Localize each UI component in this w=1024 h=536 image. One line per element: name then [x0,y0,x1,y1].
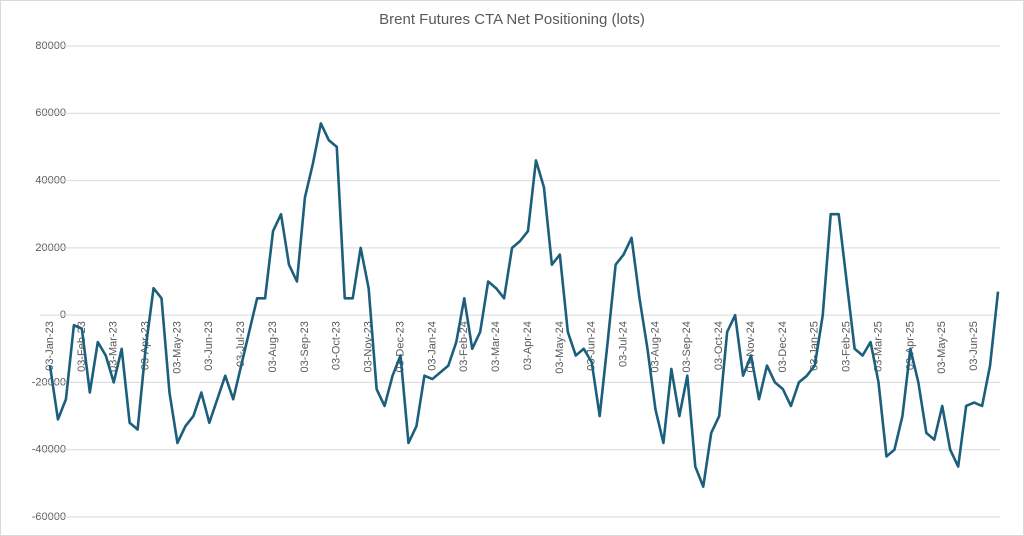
chart-title: Brent Futures CTA Net Positioning (lots) [379,11,645,28]
x-tick-label: 03-Feb-25 [841,321,853,372]
x-tick-label: 03-Jun-25 [968,321,980,371]
x-tick-label: 03-Oct-24 [713,321,725,370]
data-line [48,122,1000,489]
x-tick-label: 03-Dec-24 [777,321,789,372]
x-tick-label: 03-Jan-25 [809,321,821,371]
x-tick-label: 03-Dec-23 [394,321,406,372]
x-tick-label: 03-Jun-23 [203,321,215,371]
x-tick-label: 03-Jan-24 [426,321,438,371]
x-tick-label: 03-Nov-24 [745,321,757,372]
x-tick-label: 03-May-23 [171,321,183,374]
x-tick-label: 03-Sep-24 [681,321,693,372]
x-tick-label: 03-May-25 [936,321,948,374]
x-tick-label: 03-Aug-24 [649,321,661,372]
x-tick-label: 03-Sep-23 [299,321,311,372]
x-tick-label: 03-Aug-23 [267,321,279,372]
x-tick-label: 03-Oct-23 [331,321,343,370]
x-tick-label: 03-Mar-23 [108,321,120,372]
x-tick-label: 03-Feb-24 [458,321,470,372]
x-tick-label: 03-May-24 [554,321,566,374]
x-tick-label: 03-Apr-24 [522,321,534,370]
x-tick-label: 03-Jan-23 [44,321,56,371]
x-tick-label: 03-Jul-24 [617,321,629,367]
x-tick-label: 03-Mar-24 [490,321,502,372]
x-tick-label: 03-Mar-25 [872,321,884,372]
